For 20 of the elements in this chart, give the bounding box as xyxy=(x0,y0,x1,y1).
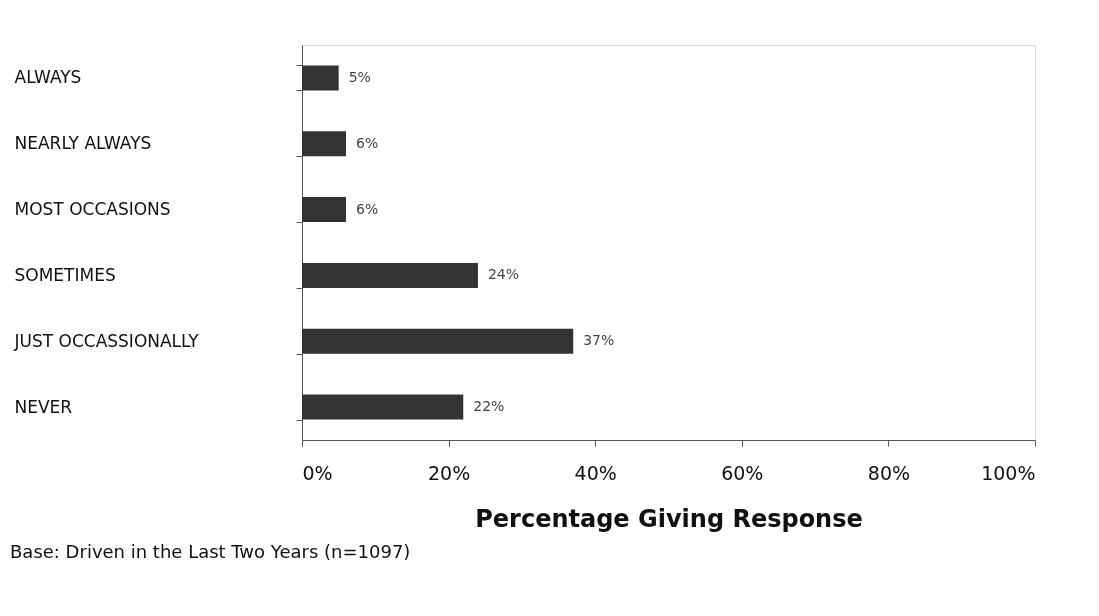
x-tick-label: 100% xyxy=(981,461,1036,484)
data-label: 24% xyxy=(487,266,520,283)
data-label: 5% xyxy=(348,68,371,85)
y-tick-label: NEARLY ALWAYS xyxy=(14,133,152,154)
y-tick-label: ALWAYS xyxy=(14,67,82,88)
x-tick-label: 20% xyxy=(427,461,471,484)
text: Base: Driven in the Last Two Years (n=1097) xyxy=(10,541,411,562)
data-label: 37% xyxy=(583,332,615,349)
y-tick-label: NEVER xyxy=(14,396,73,417)
x-tick-label: 0% xyxy=(302,461,333,484)
x-tick-label: 40% xyxy=(574,461,617,484)
x-tick-label: 60% xyxy=(721,461,764,484)
x-axis-title: Percentage Giving Response xyxy=(475,504,863,533)
data-label: 6% xyxy=(355,200,379,217)
data-label: 22% xyxy=(473,398,505,415)
y-tick-label: MOST OCCASIONS xyxy=(14,199,171,220)
x-tick-label: 80% xyxy=(867,461,911,484)
y-tick-label: SOMETIMES xyxy=(14,264,116,285)
data-label: 6% xyxy=(355,134,379,151)
y-tick-label: JUST OCCASSIONALLY xyxy=(13,330,200,351)
